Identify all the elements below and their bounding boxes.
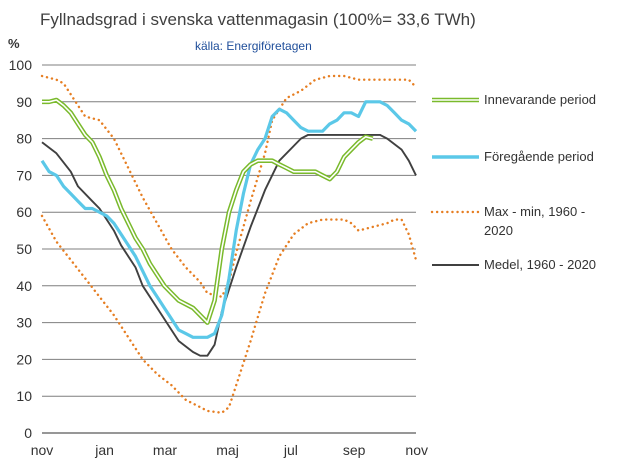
x-tick-label: mar	[153, 442, 177, 458]
y-tick-label: 20	[16, 351, 32, 367]
y-tick-label: 80	[16, 131, 32, 147]
x-tick-label: nov	[31, 442, 54, 458]
y-tick-label: 0	[24, 425, 32, 441]
legend-label: 2020	[484, 223, 513, 238]
series-3-line-0-inner	[42, 99, 373, 324]
y-tick-label: 50	[16, 241, 32, 257]
x-tick-label: jan	[94, 442, 114, 458]
y-tick-label: 100	[9, 57, 33, 73]
y-tick-label: 60	[16, 204, 32, 220]
y-tick-labels: 0 10 20 30 40 50 60 70 80 90 100	[9, 57, 33, 441]
legend: Innevarande period Föregående period Max -…	[430, 92, 596, 272]
y-tick-label: 70	[16, 167, 32, 183]
y-tick-label: 90	[16, 94, 32, 110]
x-tick-label: jul	[283, 442, 298, 458]
x-tick-label: sep	[343, 442, 366, 458]
legend-label: Innevarande period	[484, 92, 596, 107]
series-0-line-1	[40, 214, 418, 414]
legend-label: Medel, 1960 - 2020	[484, 257, 596, 272]
legend-label: Max - min, 1960 -	[484, 204, 585, 219]
chart-subtitle: källa: Energiföretagen	[195, 39, 312, 53]
series-0-line-0	[40, 74, 418, 298]
y-axis-unit: %	[8, 36, 20, 51]
series-lines	[40, 74, 418, 414]
y-tick-label: 10	[16, 388, 32, 404]
x-tick-label: nov	[405, 442, 428, 458]
legend-label: Föregående period	[484, 149, 594, 164]
x-tick-labels: nov jan mar maj jul sep nov	[31, 442, 428, 458]
series-2-line-0	[40, 100, 418, 339]
chart-title: Fyllnadsgrad i svenska vattenmagasin (10…	[40, 10, 476, 29]
x-tick-label: maj	[216, 442, 239, 458]
y-tick-label: 30	[16, 315, 32, 331]
series-3-line-0-outer	[42, 97, 374, 325]
y-tick-label: 40	[16, 278, 32, 294]
